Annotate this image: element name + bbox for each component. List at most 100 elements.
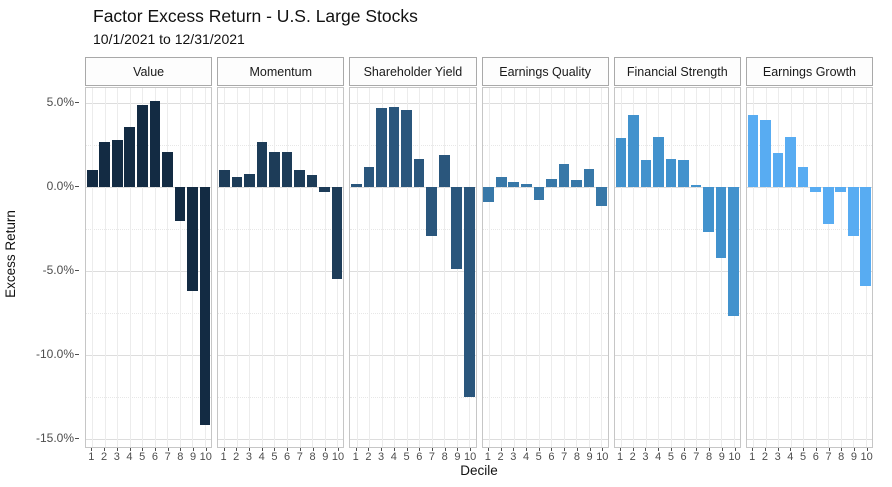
x-tick-labels-earnings-quality: 1 2 3 4 5 6 7 8 9 10 xyxy=(482,448,609,464)
x-tick xyxy=(393,448,395,451)
x-tick-label: 4 xyxy=(126,451,133,463)
gridline-vertical xyxy=(721,88,723,447)
facet-strip-financial-strength: Financial Strength xyxy=(613,57,741,86)
x-tick xyxy=(444,448,446,451)
x-tick-labels-value: 1 2 3 4 5 6 7 8 9 10 xyxy=(85,448,212,464)
facet-column-momentum: Momentum 1 2 3 4 5 6 7 8 9 10 xyxy=(217,57,345,464)
x-tick xyxy=(576,448,578,451)
facet-panel-financial-strength xyxy=(613,87,741,448)
gridline-vertical xyxy=(92,88,94,447)
gridline-vertical xyxy=(419,88,421,447)
bar-financial-strength-decile-2 xyxy=(628,114,639,187)
x-tick-label: 3 xyxy=(378,451,385,463)
x-tick xyxy=(487,448,489,451)
gridline-minor xyxy=(350,228,476,230)
x-tick-labels-momentum: 1 2 3 4 5 6 7 8 9 10 xyxy=(217,448,344,464)
x-tick-label: 1 xyxy=(749,451,756,463)
gridline-major xyxy=(86,103,212,105)
x-tick xyxy=(645,448,647,451)
gridline-major xyxy=(218,438,344,440)
gridline-vertical xyxy=(117,88,119,447)
x-tick-label: 3 xyxy=(113,451,120,463)
x-tick-label: 6 xyxy=(812,451,819,463)
gridline-vertical xyxy=(356,88,358,447)
x-tick xyxy=(223,448,225,451)
x-tick-label: 1 xyxy=(616,451,624,463)
gridline-minor xyxy=(350,396,476,398)
bar-value-decile-8 xyxy=(174,187,186,221)
x-tick xyxy=(721,448,723,451)
gridline-major xyxy=(746,438,873,440)
facet-label: Earnings Growth xyxy=(762,64,856,79)
x-tick xyxy=(828,448,830,451)
gridline-major xyxy=(350,187,476,188)
x-tick xyxy=(299,448,301,451)
gridline-vertical xyxy=(563,88,565,447)
facet-label: Earnings Quality xyxy=(499,64,591,79)
gridline-major xyxy=(86,187,212,188)
bar-financial-strength-decile-1 xyxy=(615,138,627,187)
bar-momentum-decile-10 xyxy=(331,187,343,280)
x-tick xyxy=(866,448,868,451)
x-tick-label: 3 xyxy=(642,451,649,463)
x-tick xyxy=(457,448,459,451)
x-tick-label: 3 xyxy=(774,451,781,463)
x-tick xyxy=(180,448,182,451)
bar-financial-strength-decile-8 xyxy=(703,187,714,233)
x-tick-label: 7 xyxy=(693,451,700,463)
gridline-vertical xyxy=(790,88,792,447)
x-tick xyxy=(312,448,314,451)
facet-panel-momentum xyxy=(217,87,345,448)
y-tick xyxy=(75,185,79,187)
x-tick-label: 7 xyxy=(428,451,436,463)
x-tick-label: 2 xyxy=(233,451,240,463)
x-tick xyxy=(193,448,195,451)
gridline-vertical xyxy=(840,88,842,447)
gridline-major xyxy=(86,438,212,440)
chart-subtitle: 10/1/2021 to 12/31/2021 xyxy=(93,31,245,47)
bar-earnings-quality-decile-8 xyxy=(571,180,582,187)
gridline-vertical xyxy=(104,88,106,447)
bar-earnings-quality-decile-9 xyxy=(583,168,595,187)
x-tick xyxy=(287,448,289,451)
x-tick-label: 10 xyxy=(464,451,477,463)
bar-value-decile-9 xyxy=(187,187,198,291)
gridline-major xyxy=(746,103,873,105)
facet-column-shareholder-yield: Shareholder Yield 1 2 3 4 5 6 7 8 9 10 xyxy=(349,57,477,464)
gridline-vertical xyxy=(828,88,830,447)
x-tick-label: 5 xyxy=(271,451,278,463)
gridline-vertical xyxy=(179,88,181,447)
gridline-vertical xyxy=(431,88,433,447)
bar-value-decile-4 xyxy=(124,126,136,187)
gridline-vertical xyxy=(299,88,301,447)
y-tick-label: -10.0% xyxy=(35,346,74,361)
facet-column-value: Value 1 2 3 4 5 6 7 8 9 10 xyxy=(85,57,213,464)
x-tick xyxy=(406,448,408,451)
gridline-major xyxy=(746,187,873,188)
x-tick xyxy=(274,448,276,451)
gridline-vertical xyxy=(488,88,490,447)
x-tick xyxy=(620,448,622,451)
x-tick xyxy=(803,448,805,451)
x-tick xyxy=(116,448,118,451)
x-tick-label: 6 xyxy=(680,451,687,463)
x-tick xyxy=(500,448,502,451)
facet-panel-earnings-growth xyxy=(745,87,874,448)
bar-value-decile-5 xyxy=(137,104,148,187)
y-tick-label: -15.0% xyxy=(35,430,74,445)
x-tick xyxy=(355,448,357,451)
gridline-minor xyxy=(614,228,740,230)
gridline-major xyxy=(218,270,344,272)
gridline-vertical xyxy=(513,88,515,447)
y-tick-label: -5.0% xyxy=(42,262,74,277)
bar-value-decile-7 xyxy=(162,151,173,187)
y-tick xyxy=(75,437,79,439)
x-tick-label: 7 xyxy=(561,451,568,463)
x-tick-label: 9 xyxy=(718,451,725,463)
gridline-major xyxy=(350,354,476,356)
x-tick-label: 10 xyxy=(331,451,345,463)
x-tick-label: 7 xyxy=(164,451,171,463)
gridline-vertical xyxy=(658,88,660,447)
x-tick-label: 8 xyxy=(573,451,580,463)
x-tick-label: 2 xyxy=(629,451,636,463)
